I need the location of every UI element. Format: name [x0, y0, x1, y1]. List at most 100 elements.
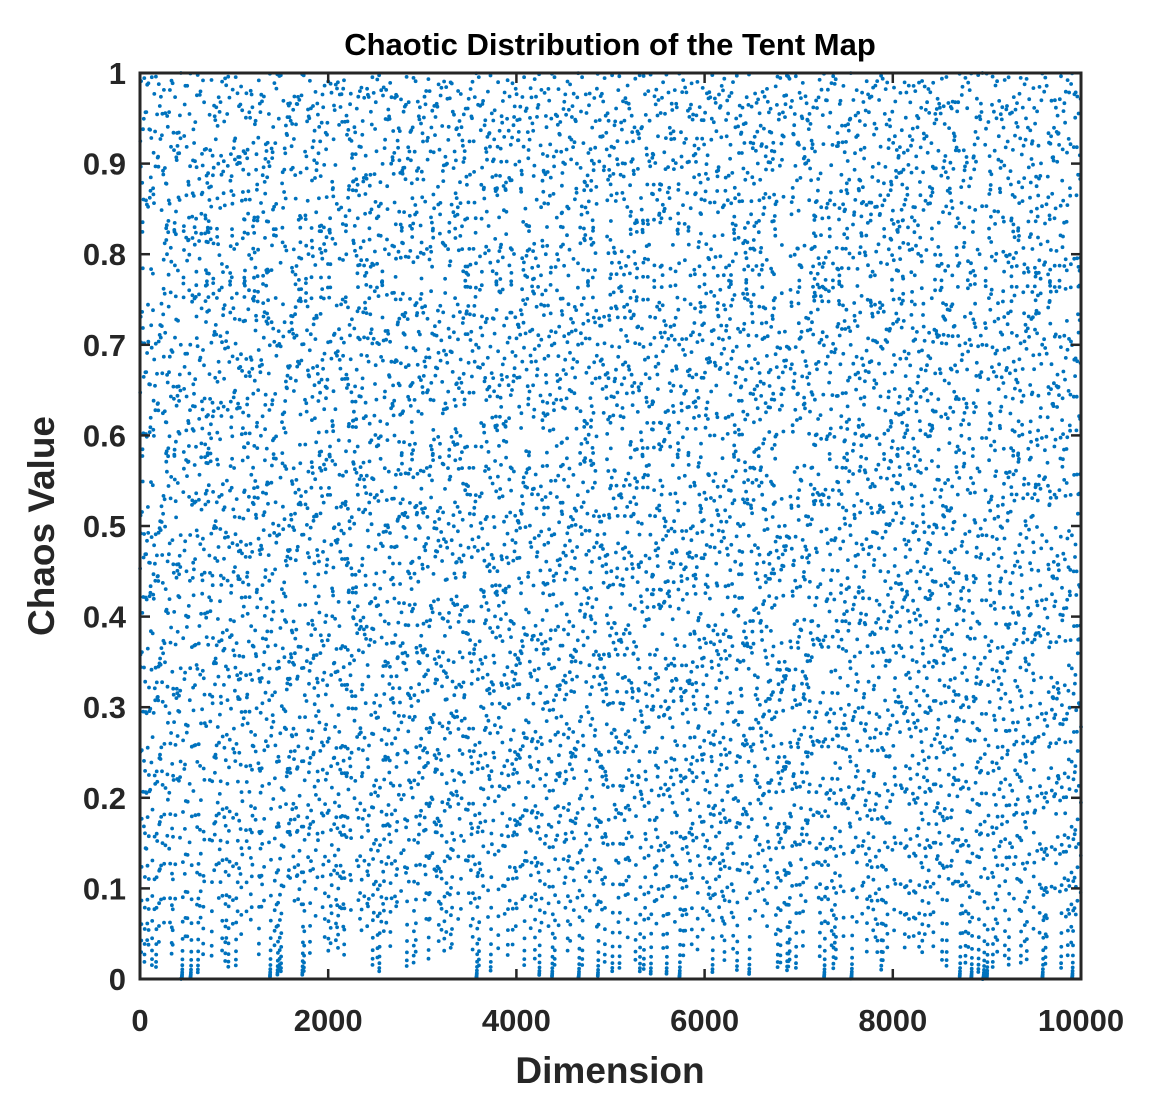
scatter-point	[163, 843, 168, 848]
scatter-point	[222, 203, 227, 208]
scatter-point	[227, 765, 231, 770]
scatter-point	[557, 520, 561, 525]
scatter-point	[296, 95, 300, 99]
scatter-point	[239, 352, 243, 357]
scatter-point	[293, 173, 298, 178]
scatter-point	[575, 360, 580, 364]
scatter-point	[220, 630, 225, 635]
scatter-point	[527, 137, 532, 142]
scatter-point	[361, 510, 365, 515]
scatter-point	[356, 864, 361, 869]
scatter-point	[558, 377, 563, 381]
scatter-point	[542, 356, 547, 361]
scatter-point	[444, 781, 449, 786]
scatter-point	[485, 135, 490, 139]
scatter-point	[420, 562, 425, 567]
scatter-point	[302, 929, 307, 934]
scatter-point	[367, 862, 371, 867]
scatter-point	[190, 503, 194, 507]
scatter-point	[370, 948, 375, 953]
scatter-point	[586, 432, 591, 437]
scatter-point	[310, 145, 315, 150]
scatter-point	[525, 633, 529, 637]
scatter-point	[604, 777, 609, 782]
scatter-point	[231, 816, 236, 820]
scatter-point	[385, 422, 389, 426]
scatter-point	[159, 815, 164, 819]
scatter-point	[268, 948, 273, 953]
scatter-point	[200, 399, 204, 404]
scatter-point	[591, 653, 596, 657]
scatter-point	[588, 236, 593, 241]
scatter-point	[178, 136, 183, 141]
scatter-point	[283, 558, 288, 563]
scatter-point	[247, 790, 252, 794]
scatter-point	[360, 774, 364, 779]
scatter-point	[571, 257, 576, 261]
scatter-point	[510, 942, 515, 947]
scatter-point	[377, 966, 382, 970]
scatter-point	[293, 636, 298, 641]
scatter-point	[194, 444, 198, 449]
scatter-point	[597, 316, 602, 321]
scatter-point	[514, 92, 519, 97]
scatter-point	[288, 376, 293, 381]
scatter-point	[213, 375, 218, 380]
scatter-point	[391, 129, 396, 133]
scatter-point	[488, 144, 492, 149]
scatter-point	[507, 702, 511, 707]
scatter-point	[195, 667, 200, 671]
scatter-point	[580, 532, 584, 537]
scatter-point	[151, 592, 156, 597]
scatter-point	[201, 941, 206, 946]
scatter-point	[552, 75, 557, 80]
scatter-point	[449, 538, 454, 543]
scatter-point	[403, 365, 408, 369]
scatter-point	[467, 619, 472, 624]
scatter-point	[199, 211, 204, 216]
scatter-point	[519, 426, 523, 430]
scatter-point	[583, 528, 588, 533]
scatter-point	[344, 229, 348, 234]
scatter-point	[371, 910, 376, 915]
scatter-point	[374, 879, 378, 884]
scatter-point	[163, 786, 168, 790]
scatter-point	[580, 957, 585, 961]
scatter-point	[162, 291, 167, 296]
scatter-point	[356, 747, 361, 751]
scatter-point	[480, 269, 484, 274]
scatter-point	[243, 555, 248, 559]
scatter-point	[512, 469, 516, 474]
scatter-point	[415, 510, 419, 515]
scatter-point	[144, 597, 149, 602]
scatter-point	[493, 583, 498, 588]
scatter-point	[367, 226, 372, 231]
scatter-point	[381, 869, 386, 874]
scatter-point	[155, 779, 160, 784]
scatter-point	[339, 528, 344, 533]
scatter-point	[387, 824, 392, 828]
scatter-point	[507, 263, 512, 268]
scatter-point	[490, 842, 494, 847]
scatter-point	[456, 529, 460, 534]
scatter-point	[344, 223, 348, 228]
scatter-point	[547, 334, 551, 339]
scatter-point	[150, 858, 155, 863]
scatter-point	[235, 543, 240, 547]
scatter-point	[203, 231, 208, 236]
scatter-point	[272, 908, 277, 913]
scatter-point	[186, 604, 191, 608]
scatter-point	[572, 391, 577, 396]
scatter-point	[597, 375, 602, 380]
scatter-point	[510, 388, 514, 392]
scatter-point	[253, 122, 257, 127]
scatter-point	[347, 208, 352, 213]
scatter-point	[167, 434, 172, 439]
scatter-point	[495, 144, 500, 149]
scatter-point	[314, 793, 318, 797]
scatter-point	[473, 499, 478, 504]
scatter-point	[394, 359, 399, 363]
scatter-point	[311, 518, 316, 523]
scatter-point	[428, 726, 432, 730]
scatter-point	[528, 904, 533, 909]
